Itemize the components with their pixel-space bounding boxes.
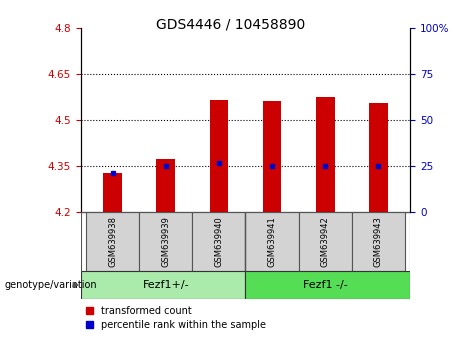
Text: GSM639940: GSM639940 [214,216,224,267]
Text: Fezf1+/-: Fezf1+/- [142,280,189,290]
Text: GSM639941: GSM639941 [267,216,277,267]
Text: GSM639943: GSM639943 [374,216,383,267]
Bar [316,97,335,212]
Bar [246,271,410,299]
Bar [299,212,352,271]
Bar [103,173,122,212]
Text: Fezf1 -/-: Fezf1 -/- [303,280,348,290]
Bar [156,159,175,212]
Bar [246,212,299,271]
Bar [263,101,281,212]
Text: GSM639942: GSM639942 [321,216,330,267]
Bar [210,101,228,212]
Bar [369,103,388,212]
Bar [86,212,139,271]
Text: GSM639938: GSM639938 [108,216,117,267]
Bar [192,212,246,271]
Bar [81,271,246,299]
Text: GDS4446 / 10458890: GDS4446 / 10458890 [156,18,305,32]
Text: GSM639939: GSM639939 [161,216,170,267]
Bar [139,212,192,271]
Text: genotype/variation: genotype/variation [5,280,97,290]
Legend: transformed count, percentile rank within the sample: transformed count, percentile rank withi… [86,306,266,330]
Bar [352,212,405,271]
